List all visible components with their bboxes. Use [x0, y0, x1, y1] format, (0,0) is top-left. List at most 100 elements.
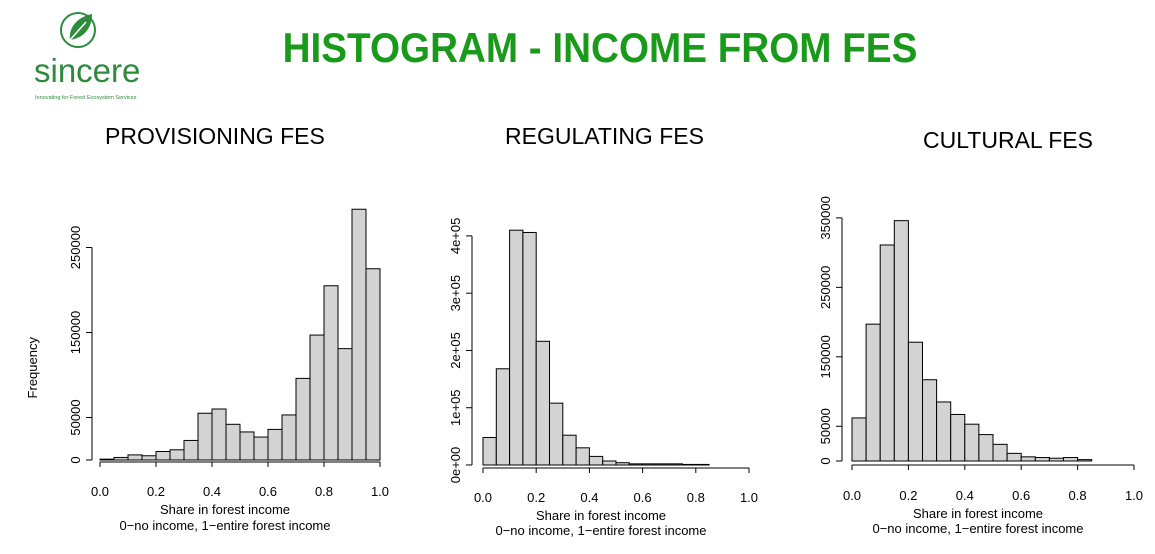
y-tick-label: 250000	[818, 266, 833, 309]
x-tick-label: 0.0	[91, 484, 109, 499]
histogram-bar	[509, 229, 524, 466]
x-tick-label: 1.0	[740, 490, 758, 505]
histogram-bar	[351, 208, 367, 461]
histogram-bar	[682, 463, 697, 466]
x-axis-sublabel: 0−no income, 1−entire forest income	[495, 523, 706, 538]
y-tick-label: 350000	[818, 196, 833, 239]
histogram-bar	[323, 285, 339, 461]
histogram-bar	[211, 408, 227, 461]
histogram-bar	[281, 414, 297, 461]
histogram-bar	[183, 439, 199, 461]
histogram-bar	[588, 455, 604, 466]
histogram-bar	[950, 413, 966, 462]
provisioning-chart-title: PROVISIONING FES	[105, 123, 325, 149]
histogram-bar	[127, 454, 143, 461]
histogram-bar	[893, 220, 909, 462]
histogram-bar	[239, 431, 255, 461]
y-tick-label: 2e+05	[448, 332, 463, 369]
histogram-bar	[99, 458, 115, 461]
histogram-bar	[575, 447, 590, 466]
x-tick-label: 0.0	[843, 488, 861, 503]
x-tick-label: 0.8	[687, 490, 705, 505]
logo-tagline: Innovating for Forest Ecosystem Services	[35, 95, 137, 101]
histogram-bar	[865, 323, 881, 462]
histogram-bar	[253, 436, 269, 461]
histogram-bar	[337, 348, 353, 461]
x-tick-label: 0.8	[315, 484, 333, 499]
x-axis-sublabel: 0−no income, 1−entire forest income	[119, 518, 330, 533]
x-tick-label: 0.2	[527, 490, 545, 505]
histogram-bar	[295, 377, 311, 461]
x-axis-label: Share in forest income	[536, 508, 666, 523]
histogram-bar	[851, 417, 867, 462]
histogram-bar	[879, 244, 895, 462]
y-tick-label: 1e+05	[448, 389, 463, 426]
x-tick-label: 0.4	[203, 484, 221, 499]
y-tick-label: 0	[818, 457, 833, 464]
histogram-bar	[155, 451, 171, 461]
x-tick-label: 1.0	[371, 484, 389, 499]
histogram-bar	[615, 462, 630, 466]
histogram-bar	[964, 423, 980, 462]
histogram-bar	[225, 423, 241, 461]
histogram-bar	[922, 379, 938, 462]
cultural-histogram: 0.0 0.2 0.4 0.6 0.8 1.0 Share in forest income…	[818, 196, 1143, 536]
x-tick-label: 0.0	[474, 490, 492, 505]
histogram-bar	[602, 460, 617, 466]
histogram-bar	[522, 231, 537, 466]
histogram-bar	[695, 463, 710, 466]
histogram-bar	[936, 401, 952, 462]
x-tick-label: 0.2	[899, 488, 917, 503]
histogram-bar	[1006, 452, 1022, 462]
x-tick-label: 1.0	[1125, 488, 1143, 503]
x-tick-label: 0.4	[956, 488, 974, 503]
histogram-bar	[482, 437, 497, 466]
logo-wordmark: sincere	[34, 52, 140, 89]
histogram-bar	[655, 463, 670, 466]
x-axis-label: Share in forest income	[160, 502, 290, 517]
x-tick-label: 0.6	[1012, 488, 1030, 503]
cultural-chart-title: CULTURAL FES	[923, 127, 1093, 153]
histogram-bar	[267, 428, 283, 461]
histogram-bar	[495, 368, 511, 466]
histogram-bar	[668, 463, 684, 466]
histogram-bar	[628, 463, 644, 466]
histogram-bar	[978, 434, 994, 462]
leaf-icon	[60, 12, 96, 48]
regulating-histogram: 0.0 0.2 0.4 0.6 0.8 1.0 Share in forest income…	[448, 218, 758, 538]
histogram-bar	[169, 449, 185, 461]
histogram-bar	[642, 463, 657, 466]
histogram-bar	[1020, 456, 1036, 462]
y-tick-label: 0e+00	[448, 447, 463, 484]
page-title: HISTOGRAM - INCOME FROM FES	[282, 24, 918, 71]
y-tick-label: 0	[68, 456, 83, 463]
histogram-bar	[1077, 459, 1093, 462]
histogram-bar	[1063, 457, 1079, 462]
provisioning-histogram: 0.0 0.2 0.4 0.6 0.8 1.0 Share in forest income…	[25, 208, 389, 533]
histogram-bar	[907, 341, 923, 462]
histogram-bar	[1034, 457, 1050, 462]
y-tick-label: 50000	[818, 408, 833, 444]
y-tick-label: 150000	[818, 335, 833, 378]
regulating-chart-title: REGULATING FES	[505, 123, 704, 149]
histogram-bar	[309, 334, 325, 461]
histogram-bar	[535, 340, 550, 466]
y-tick-label: 50000	[68, 399, 83, 435]
histogram-bar	[365, 268, 381, 461]
x-tick-label: 0.8	[1069, 488, 1087, 503]
histogram-bar	[113, 456, 129, 461]
x-tick-label: 0.2	[147, 484, 165, 499]
x-axis-sublabel: 0−no income, 1−entire forest income	[872, 521, 1083, 536]
histogram-bar	[1048, 457, 1064, 462]
y-axis-label: Frequency	[25, 337, 40, 399]
x-axis-label: Share in forest income	[913, 506, 1043, 521]
x-tick-label: 0.6	[259, 484, 277, 499]
histogram-bar	[141, 455, 157, 461]
histogram-bar	[992, 443, 1008, 462]
histogram-bar	[562, 434, 577, 466]
y-tick-label: 4e+05	[448, 218, 463, 255]
y-tick-label: 250000	[68, 226, 83, 269]
y-tick-label: 3e+05	[448, 275, 463, 312]
x-tick-label: 0.6	[634, 490, 652, 505]
y-tick-label: 150000	[68, 311, 83, 354]
